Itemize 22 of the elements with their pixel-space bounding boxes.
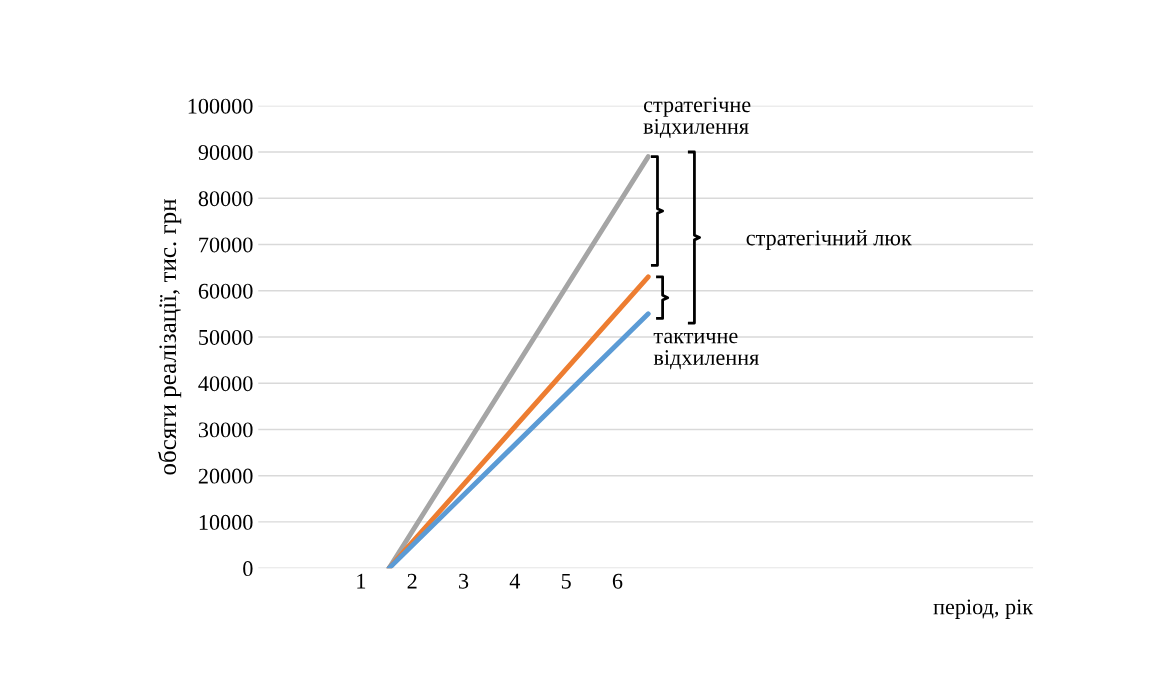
x-tick-label: 6 — [612, 573, 623, 589]
y-tick-label: 80000 — [198, 191, 253, 207]
y-tick-label: 0 — [243, 561, 253, 577]
x-axis-title: період, рік — [933, 599, 1034, 619]
y-tick-label: 70000 — [199, 237, 253, 253]
y-tick-label: 60000 — [198, 283, 253, 299]
y-tick-label: 20000 — [198, 468, 253, 484]
annotation: тактичне відхилення — [653, 332, 759, 370]
x-tick-label: 3 — [459, 573, 469, 589]
x-tick-label: 2 — [407, 573, 417, 589]
y-tick-label: 30000 — [198, 422, 253, 438]
x-tick-label: 4 — [509, 573, 521, 589]
annotation: стратегічний люк — [746, 229, 912, 250]
y-tick-label: 100000 — [188, 98, 253, 114]
y-tick-label: 90000 — [198, 144, 253, 160]
x-tick-label: 5 — [561, 573, 571, 589]
y-tick-label: 40000 — [198, 376, 253, 392]
y-axis-title: обсяги реалізації, тис. грн — [157, 199, 182, 475]
annotation: стратегічне відхилення — [643, 97, 751, 138]
y-tick-label: 50000 — [199, 329, 253, 345]
x-tick-label: 1 — [357, 573, 366, 589]
y-tick-label: 10000 — [199, 514, 253, 530]
